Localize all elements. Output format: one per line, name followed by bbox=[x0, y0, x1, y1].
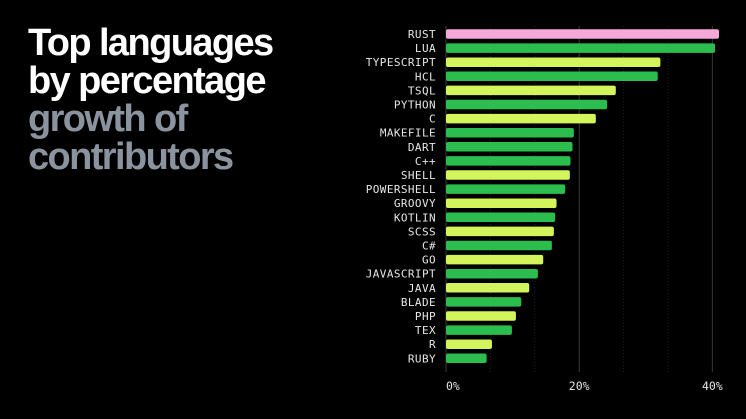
category-label: PYTHON bbox=[394, 99, 436, 112]
bar-typescript bbox=[446, 57, 661, 67]
category-label: LUA bbox=[415, 42, 436, 55]
bar-c# bbox=[446, 240, 552, 251]
bar-c bbox=[446, 113, 596, 124]
bar-tsql bbox=[446, 85, 616, 96]
category-label: JAVASCRIPT bbox=[366, 268, 436, 281]
category-label: TSQL bbox=[408, 84, 436, 97]
category-label: JAVA bbox=[408, 282, 436, 295]
category-label: MAKEFILE bbox=[380, 127, 436, 140]
bar-php bbox=[446, 311, 516, 321]
subtitle-line-1: growth of bbox=[28, 98, 188, 140]
category-label: C++ bbox=[415, 155, 436, 168]
title-line-1: Top languages bbox=[28, 22, 274, 64]
bar-hcl bbox=[446, 71, 658, 82]
subtitle-line-2: contributors bbox=[28, 136, 234, 178]
category-label: C# bbox=[422, 240, 436, 253]
x-tick-label: 20% bbox=[569, 379, 590, 393]
category-label: SHELL bbox=[401, 169, 436, 182]
category-label: GROOVY bbox=[394, 197, 436, 210]
bar-shell bbox=[446, 170, 570, 180]
title-line-2: by percentage bbox=[28, 60, 266, 102]
bar-python bbox=[446, 99, 608, 110]
bar-java bbox=[446, 283, 530, 293]
bar-rust bbox=[446, 29, 719, 39]
bar-r bbox=[446, 339, 492, 349]
bar-lua bbox=[446, 43, 716, 53]
bar-c++ bbox=[446, 156, 571, 166]
category-label: C bbox=[429, 113, 436, 126]
category-label: GO bbox=[422, 254, 436, 267]
category-label: RUBY bbox=[408, 352, 436, 365]
chart-title: Top languages by percentage growth of co… bbox=[28, 22, 274, 178]
bar-blade bbox=[446, 297, 522, 307]
category-label: DART bbox=[408, 141, 436, 154]
bar-tex bbox=[446, 325, 512, 335]
bar-scss bbox=[446, 226, 554, 237]
x-tick-label: 0% bbox=[446, 379, 460, 393]
bar-go bbox=[446, 254, 544, 265]
category-label: HCL bbox=[415, 70, 436, 83]
bar-makefile bbox=[446, 127, 574, 138]
bar-ruby bbox=[446, 353, 487, 364]
category-label: R bbox=[429, 338, 436, 351]
bar-kotlin bbox=[446, 212, 556, 223]
bar-dart bbox=[446, 142, 573, 152]
category-label: KOTLIN bbox=[394, 211, 436, 224]
category-label: TEX bbox=[415, 324, 436, 337]
category-label: BLADE bbox=[401, 296, 436, 309]
category-label: SCSS bbox=[408, 225, 436, 238]
bar-groovy bbox=[446, 198, 557, 208]
bar-javascript bbox=[446, 268, 538, 279]
category-label: TYPESCRIPT bbox=[366, 56, 436, 69]
category-label: RUST bbox=[408, 28, 436, 41]
bar-powershell bbox=[446, 184, 566, 194]
category-label: POWERSHELL bbox=[366, 183, 436, 196]
x-tick-label: 40% bbox=[702, 379, 723, 393]
category-label: PHP bbox=[415, 310, 436, 323]
